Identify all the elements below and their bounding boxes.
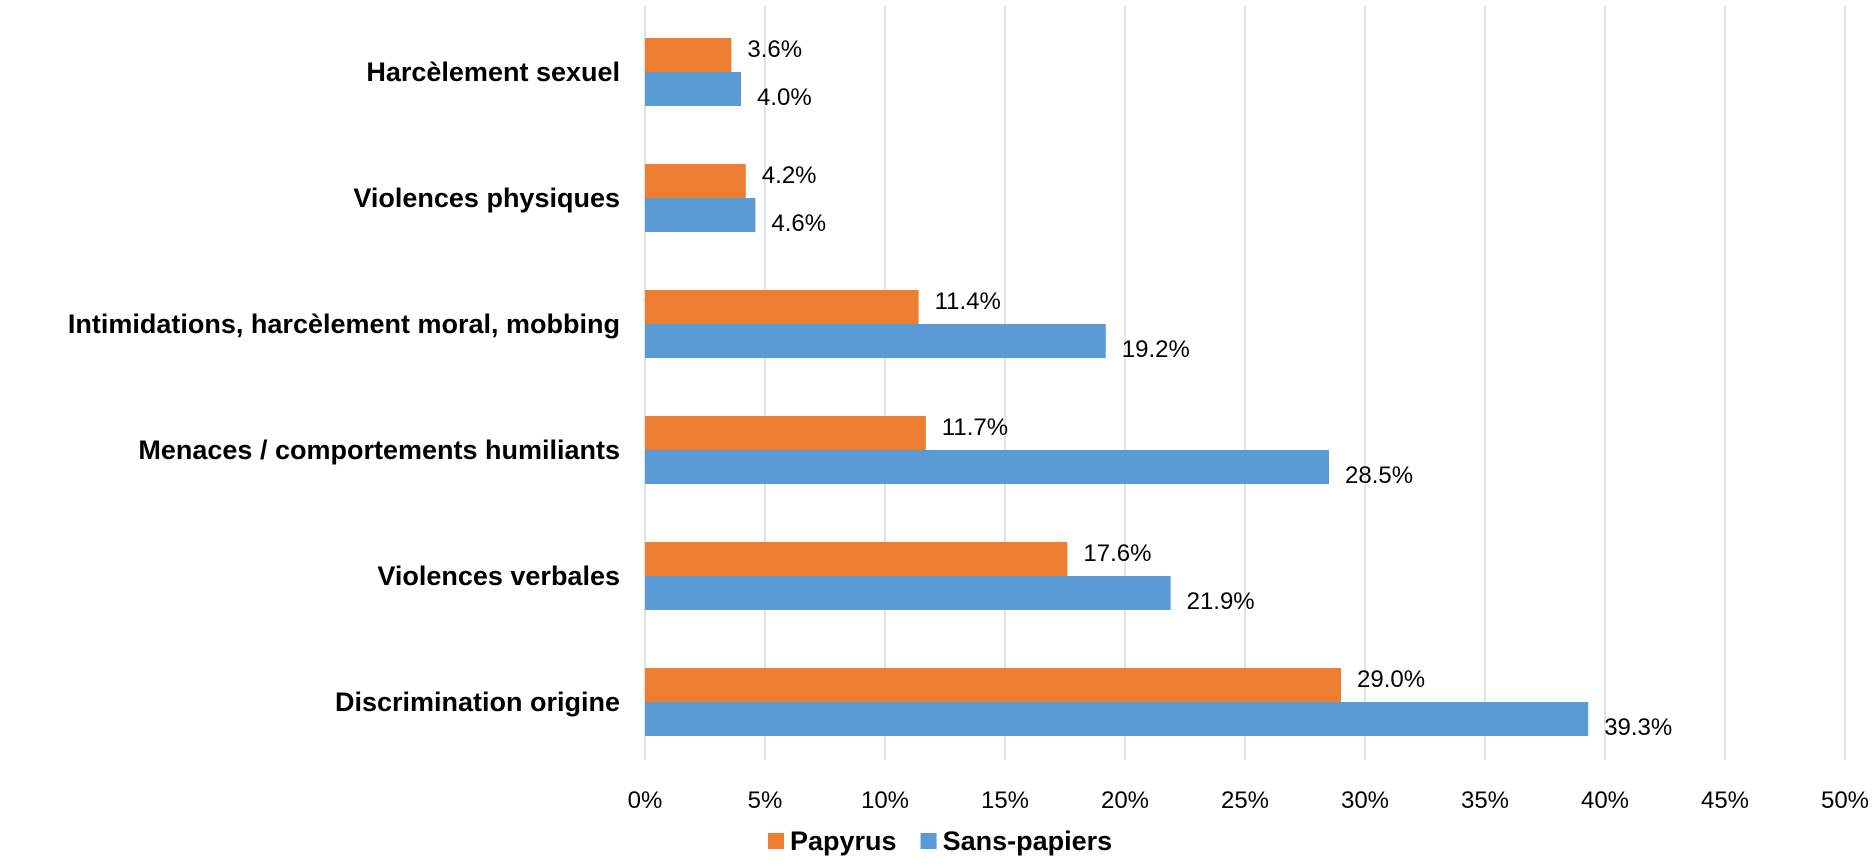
x-tick-label: 15% <box>981 787 1029 814</box>
legend-swatch-sans-papiers <box>920 833 937 849</box>
x-tick-label: 30% <box>1341 787 1389 814</box>
data-label: 4.6% <box>771 210 826 237</box>
x-tick-label: 25% <box>1221 787 1269 814</box>
data-labels: 3.6% 4.0% 4.2% 4.6% 11.4% 19.2% 11.7% 28.5% 17.6… <box>747 36 1672 741</box>
data-label: 11.4% <box>935 288 1001 315</box>
x-tick-label: 10% <box>861 787 909 814</box>
x-tick-label: 45% <box>1701 787 1749 814</box>
category-labels: Harcèlement sexuel Violences physiques Int… <box>68 57 620 717</box>
category-label: Intimidations, harcèlement moral, mobbin… <box>68 309 620 339</box>
x-tick-label: 5% <box>748 787 783 814</box>
bar-sans-papiers <box>645 198 756 232</box>
x-tick-label: 0% <box>628 787 663 814</box>
x-tick-label: 35% <box>1461 787 1509 814</box>
gridlines <box>644 6 1846 760</box>
data-label: 3.6% <box>747 36 802 63</box>
category-label: Discrimination origine <box>335 687 620 717</box>
bar-sans-papiers <box>645 72 741 106</box>
legend-label: Papyrus <box>790 826 897 856</box>
category-label: Harcèlement sexuel <box>366 57 620 87</box>
category-label: Violences verbales <box>377 561 620 591</box>
data-label: 4.2% <box>762 162 817 189</box>
x-tick-label: 20% <box>1101 787 1149 814</box>
bar-papyrus <box>645 668 1341 702</box>
legend-label: Sans-papiers <box>943 826 1113 856</box>
bar-sans-papiers <box>645 576 1171 610</box>
category-label: Menaces / comportements humiliants <box>138 435 620 465</box>
bar-sans-papiers <box>645 450 1329 484</box>
bars <box>645 38 1589 736</box>
data-label: 39.3% <box>1604 714 1672 741</box>
bar-papyrus <box>645 38 732 72</box>
legend-swatch-papyrus <box>768 833 784 849</box>
data-label: 11.7% <box>942 414 1008 441</box>
data-label: 21.9% <box>1187 588 1255 615</box>
bar-sans-papiers <box>645 702 1589 736</box>
bar-papyrus <box>645 290 919 324</box>
data-label: 19.2% <box>1122 336 1190 363</box>
bar-papyrus <box>645 416 926 450</box>
bar-sans-papiers <box>645 324 1106 358</box>
bar-papyrus <box>645 164 746 198</box>
data-label: 29.0% <box>1357 666 1425 693</box>
data-label: 28.5% <box>1345 462 1413 489</box>
legend: Papyrus Sans-papiers <box>768 826 1112 856</box>
x-tick-label: 40% <box>1581 787 1629 814</box>
x-tick-label: 50% <box>1821 787 1869 814</box>
data-label: 4.0% <box>757 84 812 111</box>
data-label: 17.6% <box>1083 540 1151 567</box>
bar-papyrus <box>645 542 1068 576</box>
x-axis-ticks: 0% 5% 10% 15% 20% 25% 30% 35% 40% 45% 50% <box>628 787 1869 814</box>
category-label: Violences physiques <box>353 183 620 213</box>
